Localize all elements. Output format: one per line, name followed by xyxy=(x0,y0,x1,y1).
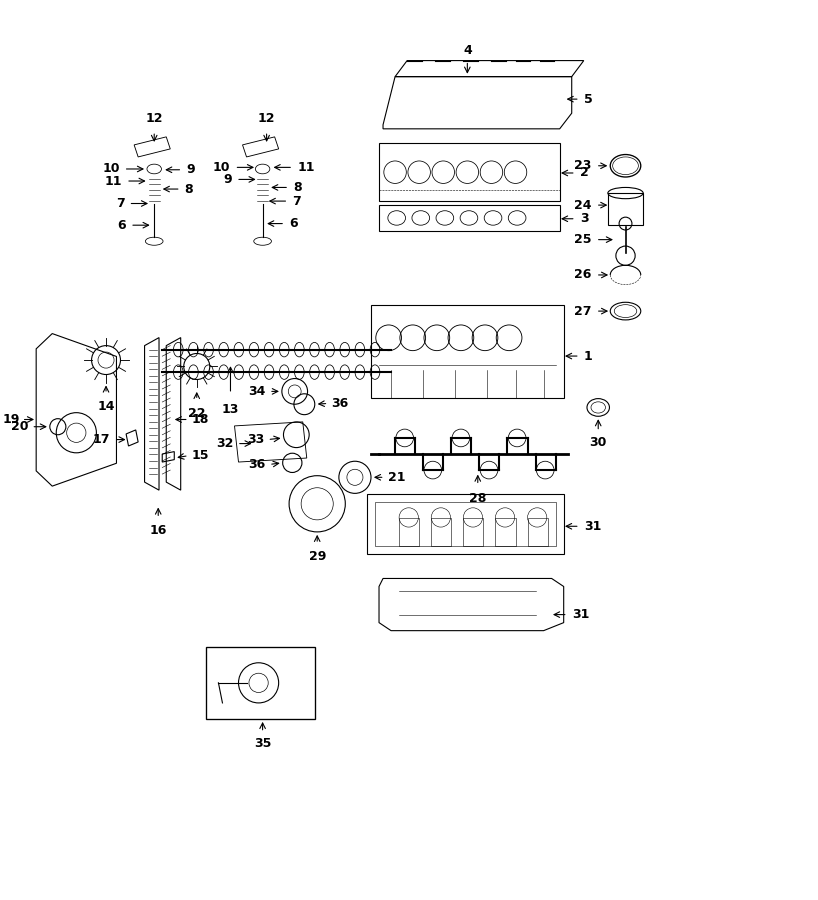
Text: 31: 31 xyxy=(584,520,601,533)
Text: 10: 10 xyxy=(102,163,119,176)
Bar xyxy=(375,502,555,546)
Text: 32: 32 xyxy=(216,437,234,450)
Text: 18: 18 xyxy=(192,413,209,426)
Text: 29: 29 xyxy=(308,550,326,562)
Text: 31: 31 xyxy=(572,608,589,621)
Text: 27: 27 xyxy=(574,304,591,318)
Text: 16: 16 xyxy=(150,524,167,537)
Text: 3: 3 xyxy=(580,212,588,225)
Text: 21: 21 xyxy=(388,471,406,484)
Text: 5: 5 xyxy=(584,93,592,105)
Bar xyxy=(528,518,547,546)
Text: 6: 6 xyxy=(118,219,126,231)
Text: 10: 10 xyxy=(213,161,231,174)
Text: 23: 23 xyxy=(574,159,591,172)
Bar xyxy=(496,518,515,546)
Text: 28: 28 xyxy=(469,491,487,505)
Bar xyxy=(379,205,560,230)
Text: 30: 30 xyxy=(590,436,607,448)
Text: 15: 15 xyxy=(192,449,209,462)
Text: 22: 22 xyxy=(188,407,205,419)
Text: 12: 12 xyxy=(146,112,163,125)
Bar xyxy=(379,143,560,201)
Text: 8: 8 xyxy=(185,183,193,195)
Text: 36: 36 xyxy=(249,458,266,471)
Text: 9: 9 xyxy=(187,163,195,176)
Text: 36: 36 xyxy=(331,397,349,410)
Text: 7: 7 xyxy=(115,197,124,210)
Text: 35: 35 xyxy=(254,737,272,751)
Bar xyxy=(399,518,419,546)
Text: 24: 24 xyxy=(574,199,591,212)
Text: 19: 19 xyxy=(2,413,20,426)
Bar xyxy=(371,305,564,398)
Text: 17: 17 xyxy=(92,433,110,446)
Bar xyxy=(431,518,452,546)
Text: 4: 4 xyxy=(463,43,472,57)
Text: 2: 2 xyxy=(580,166,588,179)
Text: 20: 20 xyxy=(11,420,28,433)
Text: 11: 11 xyxy=(105,175,122,187)
Text: 7: 7 xyxy=(292,194,301,208)
Text: 6: 6 xyxy=(289,217,298,230)
Bar xyxy=(608,194,643,225)
Text: 25: 25 xyxy=(574,233,591,246)
Text: 12: 12 xyxy=(258,112,276,125)
Text: 11: 11 xyxy=(297,161,315,174)
Text: 33: 33 xyxy=(247,433,264,446)
Bar xyxy=(463,518,483,546)
Text: 13: 13 xyxy=(222,403,239,417)
Text: 14: 14 xyxy=(97,400,115,413)
Bar xyxy=(206,647,315,719)
Text: 34: 34 xyxy=(249,385,266,398)
Text: 8: 8 xyxy=(293,181,302,194)
Text: 1: 1 xyxy=(584,349,592,363)
Bar xyxy=(367,494,564,554)
Text: 26: 26 xyxy=(574,268,591,282)
Text: 9: 9 xyxy=(223,173,232,186)
